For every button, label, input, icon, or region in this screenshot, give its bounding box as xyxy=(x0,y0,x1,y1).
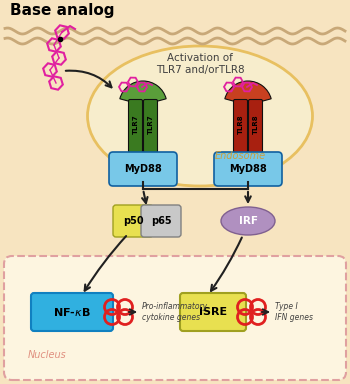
FancyBboxPatch shape xyxy=(4,256,346,380)
FancyBboxPatch shape xyxy=(248,99,262,152)
FancyBboxPatch shape xyxy=(144,99,158,152)
Text: Activation of
TLR7 and/orTLR8: Activation of TLR7 and/orTLR8 xyxy=(156,53,244,75)
Text: TLR7: TLR7 xyxy=(133,114,139,134)
Text: MyD88: MyD88 xyxy=(229,164,267,174)
FancyBboxPatch shape xyxy=(180,293,246,331)
Text: Pro-inflammatory
cytokine genes: Pro-inflammatory cytokine genes xyxy=(142,302,208,322)
Wedge shape xyxy=(120,81,166,105)
Text: IRF: IRF xyxy=(238,216,258,226)
FancyBboxPatch shape xyxy=(141,205,181,237)
Text: ISRE: ISRE xyxy=(199,307,227,317)
Ellipse shape xyxy=(88,46,313,186)
Wedge shape xyxy=(225,81,271,105)
Text: p50: p50 xyxy=(123,216,143,226)
FancyBboxPatch shape xyxy=(109,152,177,186)
Text: TLR7: TLR7 xyxy=(147,114,154,134)
FancyBboxPatch shape xyxy=(128,99,142,152)
FancyBboxPatch shape xyxy=(31,293,113,331)
Text: Base analog: Base analog xyxy=(10,3,114,18)
Text: TLR8: TLR8 xyxy=(252,114,259,134)
Text: Endosome: Endosome xyxy=(215,151,266,161)
Text: TLR8: TLR8 xyxy=(238,114,244,134)
Text: NF-$\kappa$B: NF-$\kappa$B xyxy=(53,306,91,318)
Text: Nucleus: Nucleus xyxy=(28,350,67,360)
Text: MyD88: MyD88 xyxy=(124,164,162,174)
FancyBboxPatch shape xyxy=(113,205,153,237)
Text: p65: p65 xyxy=(151,216,171,226)
Text: Type I
IFN genes: Type I IFN genes xyxy=(275,302,313,322)
FancyBboxPatch shape xyxy=(233,99,247,152)
Ellipse shape xyxy=(221,207,275,235)
FancyBboxPatch shape xyxy=(214,152,282,186)
